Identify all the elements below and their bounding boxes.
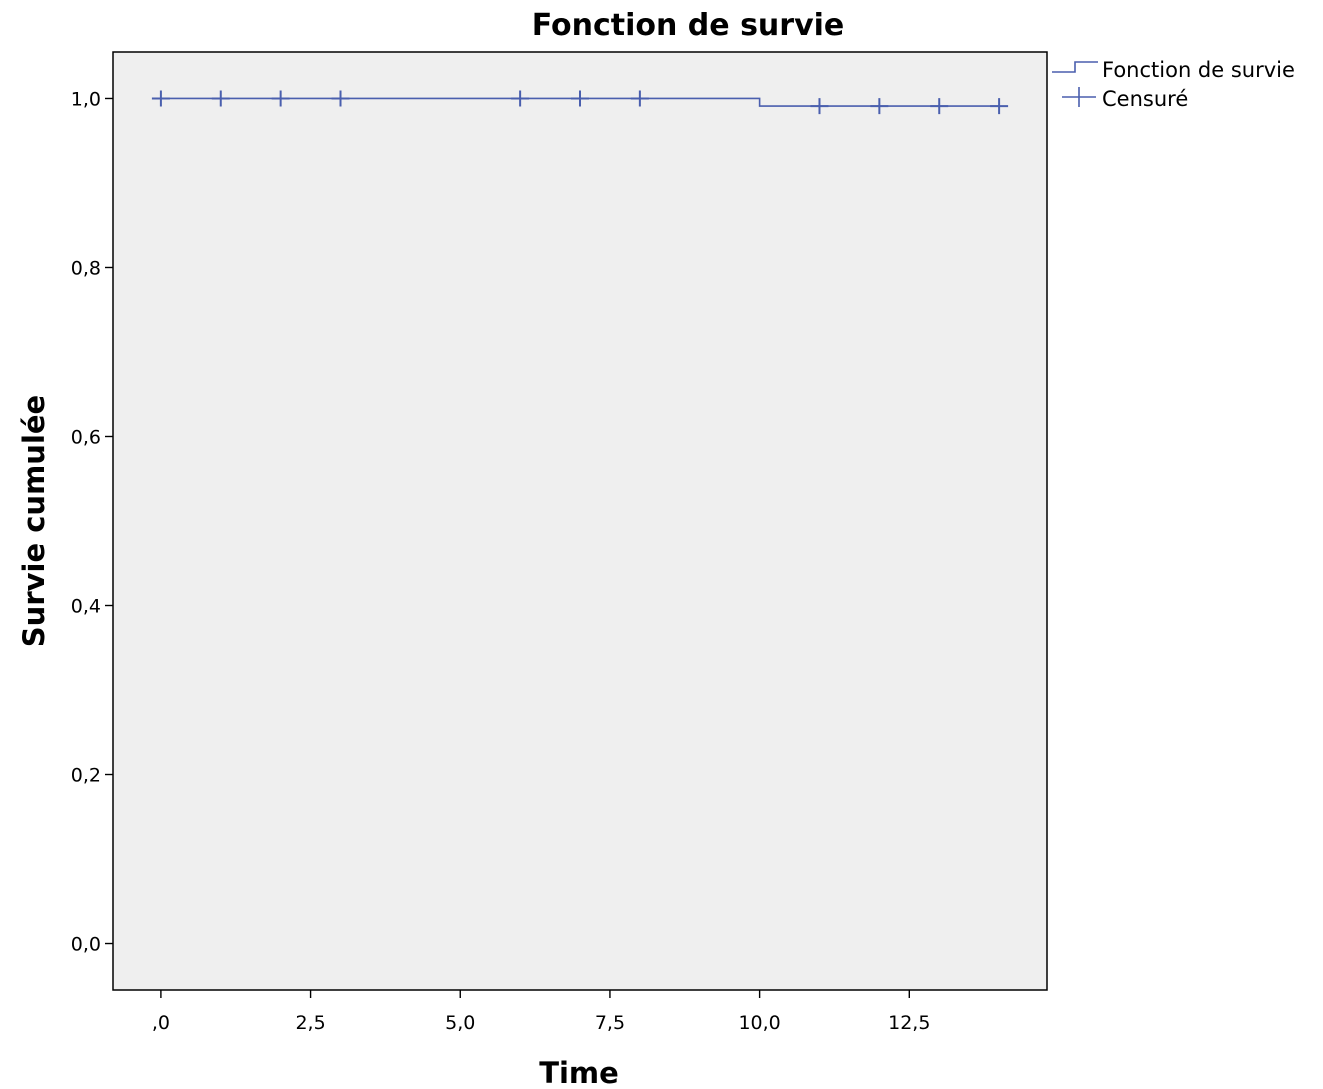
- censored-marker: [511, 90, 530, 107]
- x-axis: ,0 2,5 5,0 7,5 10,0 12,5: [152, 990, 930, 1034]
- legend-label-survival: Fonction de survie: [1102, 58, 1295, 82]
- legend-label-censored: Censuré: [1102, 87, 1188, 111]
- y-axis: 0,0 0,2 0,4 0,6 0,8 1,0: [71, 88, 113, 956]
- censored-marker: [211, 90, 230, 107]
- censored-marker: [571, 90, 589, 107]
- censored-marker: [271, 90, 290, 107]
- x-tick-label: ,0: [152, 1012, 170, 1034]
- plot-area: [112, 51, 1048, 991]
- y-axis-label: Survie cumulée: [17, 395, 51, 647]
- chart-title: Fonction de survie: [532, 8, 845, 43]
- x-tick-label: 12,5: [888, 1012, 930, 1034]
- x-axis-label: Time: [539, 1056, 619, 1089]
- y-tick-label: 0,4: [71, 596, 101, 618]
- y-tick-label: 0,2: [71, 765, 101, 787]
- censored-marker: [810, 98, 829, 115]
- censored-marker: [930, 98, 949, 115]
- censored-marker: [630, 90, 649, 107]
- x-tick-label: 10,0: [738, 1012, 780, 1034]
- censored-marker: [151, 90, 170, 107]
- legend: Fonction de survie Censuré: [1052, 58, 1295, 111]
- y-tick-label: 0,6: [71, 426, 101, 448]
- y-tick-label: 1,0: [71, 88, 101, 110]
- y-tick-label: 0,8: [71, 257, 101, 279]
- x-tick-label: 7,5: [595, 1012, 625, 1034]
- legend-censor-plus-icon: [1062, 87, 1096, 107]
- censored-marker: [331, 90, 350, 107]
- x-tick-label: 5,0: [445, 1012, 475, 1034]
- x-tick-label: 2,5: [295, 1012, 325, 1034]
- censored-marker: [870, 98, 889, 115]
- legend-item-censored: Censuré: [1062, 87, 1188, 111]
- series-layer: [151, 90, 1009, 115]
- censored-marker: [990, 98, 1009, 115]
- legend-item-survival: Fonction de survie: [1052, 58, 1295, 82]
- y-tick-label: 0,0: [71, 934, 101, 956]
- legend-step-line-icon: [1052, 61, 1098, 73]
